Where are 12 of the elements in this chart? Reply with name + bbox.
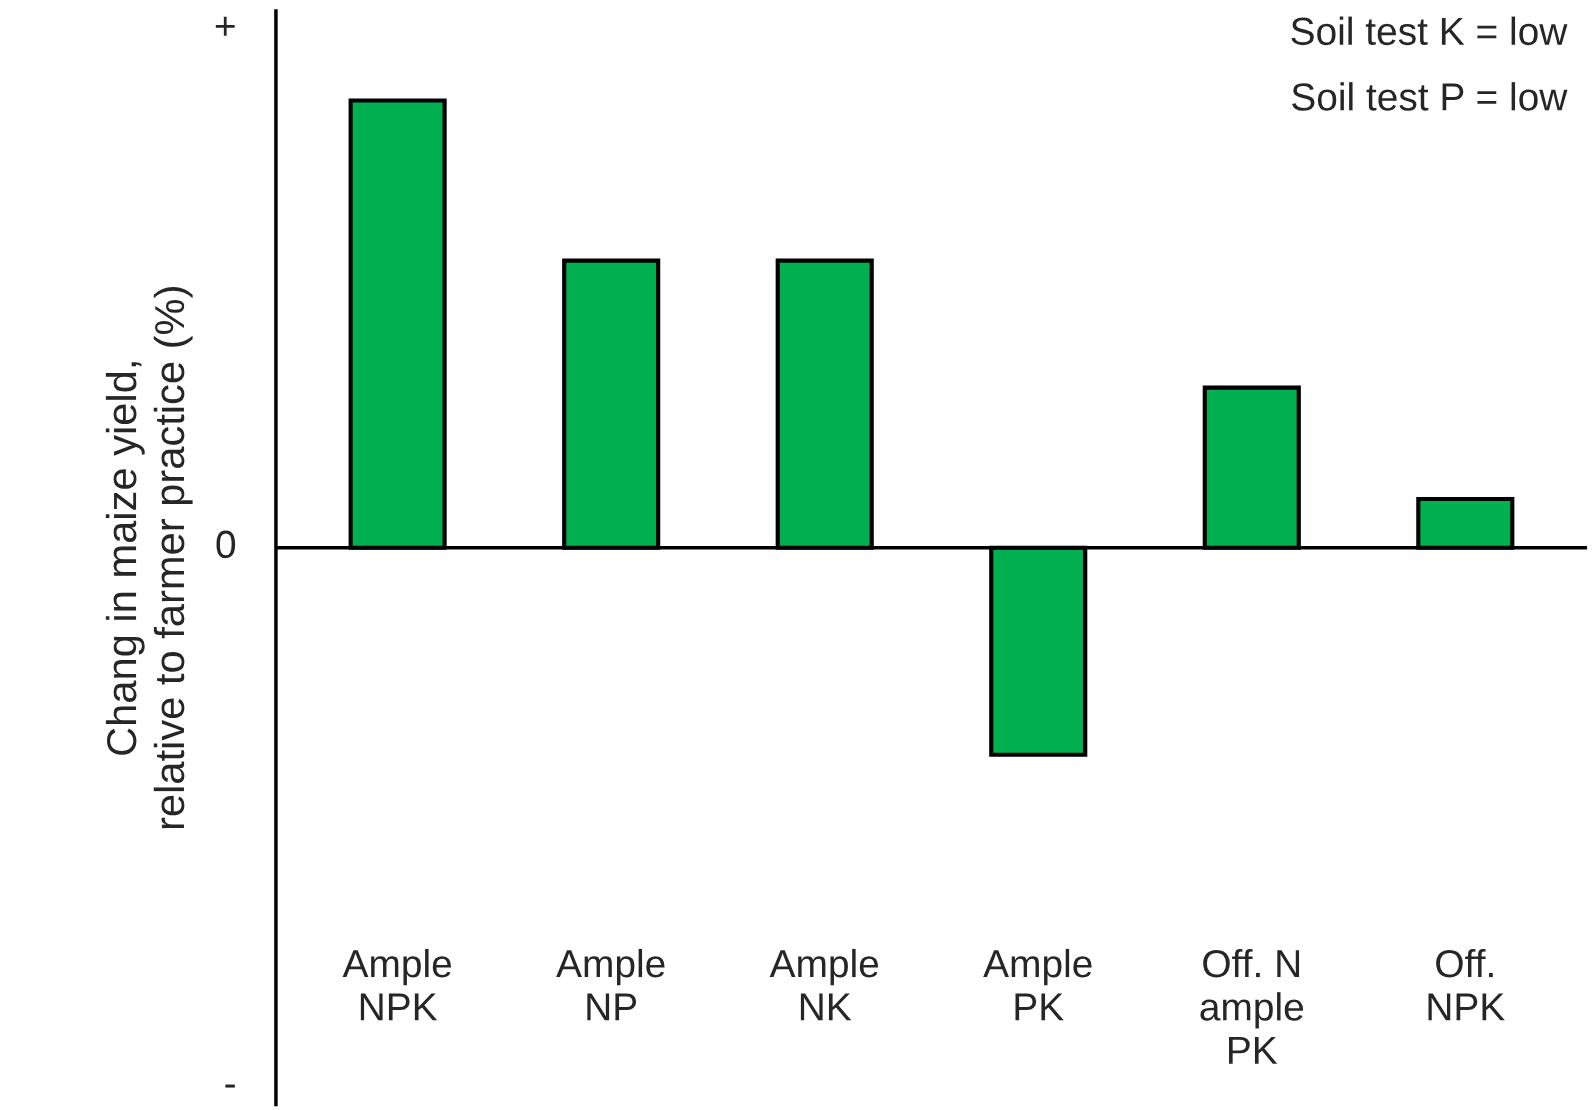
annotation: Soil test P = low: [1292, 82, 1568, 111]
x-tick-label: Off. NPK: [1428, 948, 1505, 1021]
x-tick-label: Ample NK: [769, 948, 879, 1021]
x-tick-label: Ample NPK: [342, 948, 452, 1021]
text: Soil test K = low: [1291, 16, 1568, 46]
x-tick-label: Ample NP: [556, 948, 665, 1021]
x-tick-label: Off. N ample PK: [1200, 948, 1304, 1064]
text: +: [215, 16, 235, 36]
text: -: [225, 1084, 235, 1088]
x-tick-label: Ample PK: [983, 948, 1092, 1021]
text: 0: [216, 530, 236, 559]
y-axis-title: Chang in maize yield, relative to farmer practice (%): [105, 287, 193, 829]
